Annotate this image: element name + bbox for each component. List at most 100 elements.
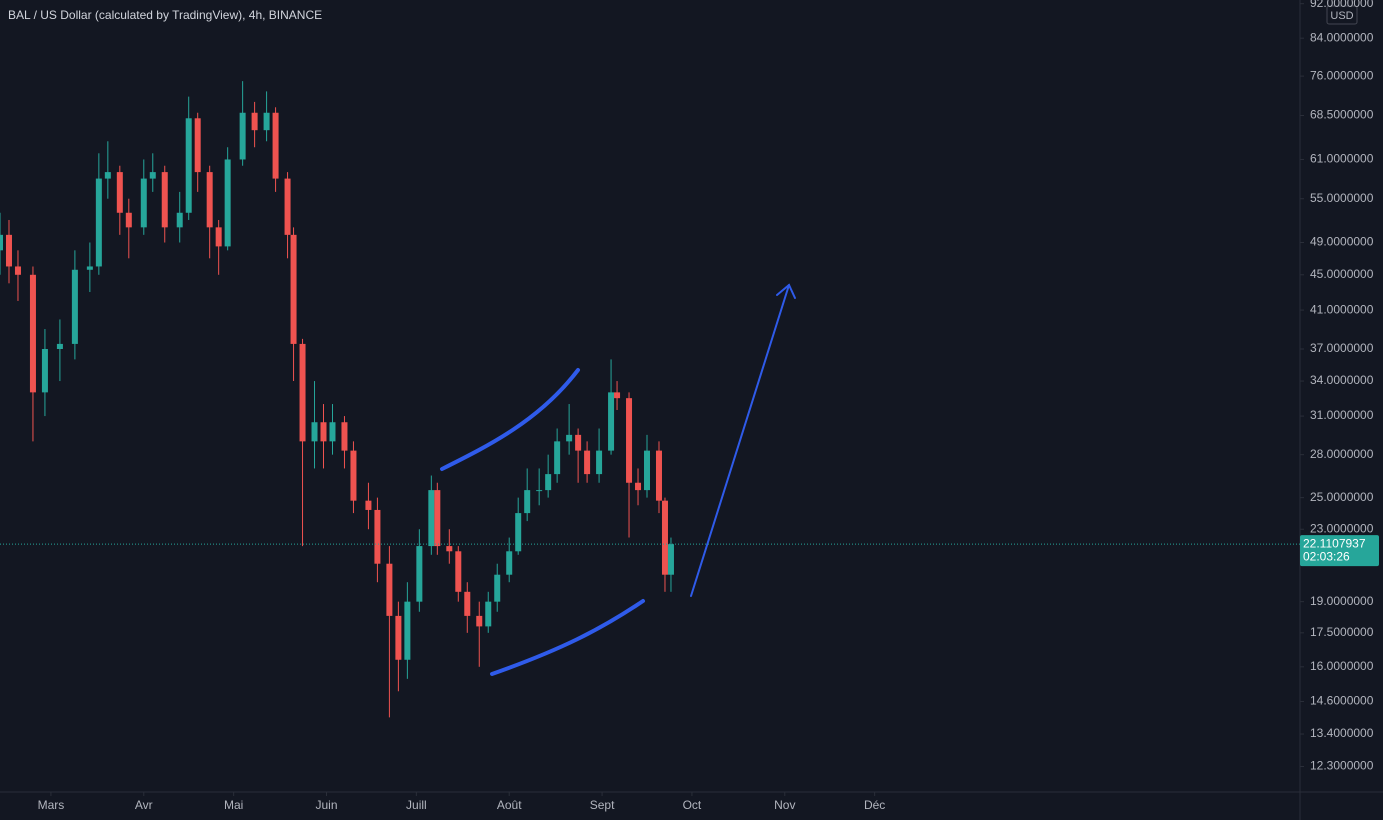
y-tick-label: 12.3000000 [1310, 759, 1374, 773]
projection-arrow [690, 283, 796, 597]
countdown-label: 02:03:26 [1303, 549, 1350, 563]
candle-body [149, 172, 156, 179]
candle-body [536, 490, 543, 492]
candle-body [545, 474, 552, 491]
candle-body [125, 212, 132, 228]
x-tick-label: Nov [774, 798, 795, 812]
candle-body [299, 343, 306, 442]
candle-body [95, 178, 102, 267]
y-tick-label: 17.5000000 [1310, 625, 1374, 639]
y-tick-label: 25.0000000 [1310, 490, 1374, 504]
lower-curve [490, 599, 645, 676]
candle-body [515, 513, 522, 552]
candle-body [29, 274, 36, 393]
currency-box [1326, 5, 1358, 25]
y-tick-label: 14.6000000 [1310, 694, 1374, 708]
x-tick-label: Oct [683, 798, 702, 812]
candle-body [506, 551, 513, 575]
y-tick-label: 13.4000000 [1310, 726, 1374, 740]
x-tick-label: Juin [315, 798, 337, 812]
y-tick-label: 45.0000000 [1310, 267, 1374, 281]
y-tick-label: 37.0000000 [1310, 341, 1374, 355]
candle-body [176, 212, 183, 228]
candle-body [251, 112, 258, 131]
candle-body [350, 450, 357, 501]
candle-body [374, 509, 381, 564]
x-tick-label: Mai [224, 798, 243, 812]
candle-body [104, 172, 111, 179]
candle-body [626, 398, 633, 483]
candle-body [239, 112, 246, 160]
y-tick-label: 16.0000000 [1310, 659, 1374, 673]
candle-body [667, 544, 674, 575]
upper-curve [440, 368, 580, 471]
candle-body [290, 234, 297, 344]
candle-body [0, 234, 3, 251]
candle-body [485, 601, 492, 627]
candle-body [644, 450, 651, 491]
x-tick-label: Juill [406, 798, 427, 812]
candle-body [41, 348, 48, 393]
chart-title: BAL / US Dollar (calculated by TradingVi… [8, 8, 322, 22]
candle-body [224, 159, 231, 247]
candle-body [635, 482, 642, 491]
x-tick-label: Déc [864, 798, 885, 812]
candle-body [86, 266, 93, 270]
candle-body [185, 118, 192, 213]
candle-body [428, 490, 435, 547]
y-tick-label: 23.0000000 [1310, 521, 1374, 535]
candle-body [311, 422, 318, 442]
candle-body [455, 551, 462, 592]
candle-body [386, 563, 393, 616]
candle-body [14, 266, 21, 275]
candle-body [272, 112, 279, 179]
y-tick-label: 41.0000000 [1310, 302, 1374, 316]
x-tick-label: Mars [38, 798, 65, 812]
y-tick-label: 28.0000000 [1310, 447, 1374, 461]
candle-body [554, 441, 561, 475]
candle-body [596, 450, 603, 475]
candle-body [524, 490, 531, 514]
candle-body [140, 178, 147, 228]
candle-body [263, 112, 270, 131]
candle-body [71, 269, 78, 344]
candle-body [5, 234, 12, 267]
y-tick-label: 55.0000000 [1310, 191, 1374, 205]
y-tick-label: 61.0000000 [1310, 152, 1374, 166]
candle-body [404, 601, 411, 660]
x-tick-label: Avr [135, 798, 153, 812]
candle-body [494, 574, 501, 602]
candle-body [56, 343, 63, 349]
candle-body [446, 546, 453, 552]
candle-body [476, 615, 483, 627]
candle-body [161, 172, 168, 228]
candle-body [584, 450, 591, 475]
y-tick-label: 68.5000000 [1310, 108, 1374, 122]
y-tick-label: 31.0000000 [1310, 408, 1374, 422]
y-tick-label: 34.0000000 [1310, 373, 1374, 387]
candle-body [194, 118, 201, 173]
currency-label: USD [1330, 10, 1353, 22]
candle-body [566, 434, 573, 442]
candle-body [320, 422, 327, 442]
x-tick-label: Août [497, 798, 522, 812]
candle-body [206, 172, 213, 228]
y-tick-label: 49.0000000 [1310, 235, 1374, 249]
candle-body [341, 422, 348, 451]
candles [0, 81, 674, 718]
candle-body [284, 178, 291, 235]
last-price-label: 22.1107937 [1303, 536, 1366, 550]
candle-body [614, 392, 621, 399]
candle-body [655, 450, 662, 501]
last-price-box [1300, 535, 1379, 567]
candle-body [395, 615, 402, 660]
y-tick-label: 84.0000000 [1310, 30, 1374, 44]
candle-body [365, 500, 372, 510]
y-tick-label: 76.0000000 [1310, 68, 1374, 82]
candle-body [116, 172, 123, 213]
candle-body [608, 392, 615, 451]
candle-body [329, 422, 336, 442]
candle-body [661, 500, 668, 575]
candle-body [434, 490, 441, 547]
